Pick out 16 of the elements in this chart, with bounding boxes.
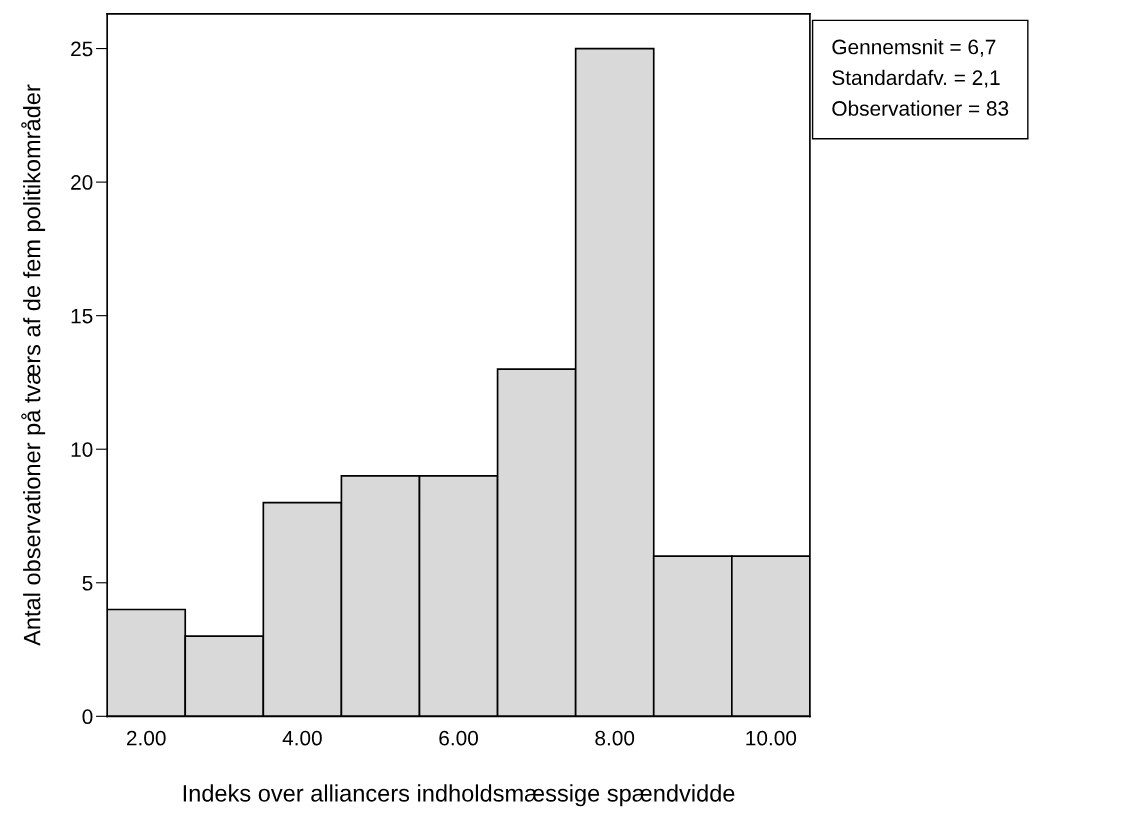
x-tick-label: 6.00 <box>439 730 478 746</box>
y-axis-title: Antal observationer på tværs af de fem politikområder <box>21 84 46 646</box>
y-tick-label: 20 <box>71 175 93 190</box>
x-axis-title: Indeks over alliancers indholdsmæssige spændvidde <box>183 784 735 807</box>
x-tick-label: 8.00 <box>595 730 635 746</box>
x-tick-label: 10.00 <box>746 730 797 746</box>
y-tick-label: 15 <box>71 308 93 324</box>
text: Standardafv. = 2,1 <box>832 69 1000 88</box>
y-tick-label: 10 <box>71 442 93 457</box>
text: Gennemsnit = 6,7 <box>832 39 996 57</box>
x-tick-label: 4.00 <box>282 730 322 746</box>
text: Observationer = 83 <box>832 100 1009 116</box>
y-tick-label: 25 <box>71 41 93 57</box>
y-tick-label: 5 <box>82 575 93 591</box>
y-tick-label: 0 <box>82 709 93 725</box>
x-tick-label: 2.00 <box>126 730 166 746</box>
